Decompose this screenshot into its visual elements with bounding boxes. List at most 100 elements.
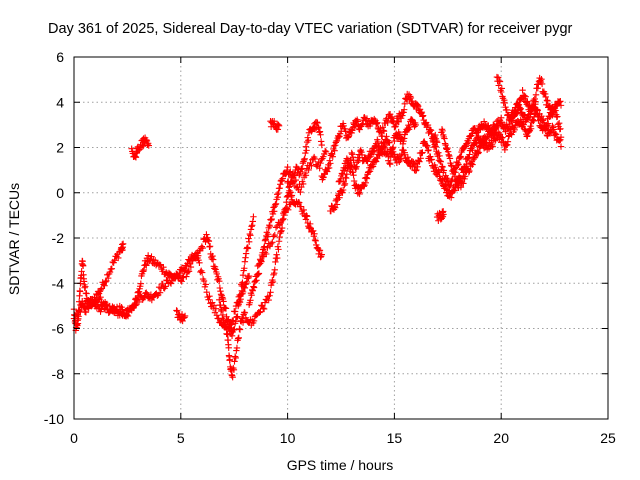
data-point [552,107,559,114]
data-point [198,267,205,275]
data-point [303,147,310,154]
data-point [119,240,127,248]
data-point [534,84,542,92]
data-point [143,136,150,144]
data-point [363,175,371,182]
series-arc-f [284,178,325,261]
data-point [557,102,565,109]
data-point [535,113,543,121]
data-point [247,226,255,233]
data-point [427,153,434,160]
data-point [203,231,210,238]
data-point [259,304,267,312]
data-point [400,137,407,145]
data-point [443,186,451,193]
data-point [213,312,221,319]
data-point [102,278,109,286]
data-point [242,250,250,257]
data-point [204,234,211,241]
x-tick-label: 20 [493,430,509,446]
data-point [265,296,272,304]
data-point [285,178,292,185]
data-point [135,298,143,306]
data-point [301,155,308,163]
data-point [474,150,482,157]
data-point [544,120,552,127]
data-point [370,148,377,156]
data-point [275,189,282,197]
data-point [217,291,225,298]
data-point [111,304,118,311]
data-point [408,116,416,124]
data-point [487,130,495,137]
data-point [254,262,261,270]
data-point [388,149,396,156]
data-point [247,232,254,239]
data-point [460,180,467,187]
data-point [341,181,348,189]
data-point [242,254,249,261]
data-point [317,159,324,167]
data-point [308,162,315,169]
data-point [276,185,283,192]
data-point [329,153,336,160]
data-point [337,175,344,183]
data-point [249,287,257,294]
series-arc-p [438,121,501,191]
data-point [245,238,253,246]
data-point [457,153,465,161]
series-arc-m [335,116,419,198]
data-point [354,118,361,125]
data-point [102,301,110,308]
data-point [413,166,420,174]
data-point [549,122,556,130]
x-tick-label: 10 [280,430,296,446]
data-point [350,156,357,164]
data-point [471,153,478,161]
data-point [417,155,424,162]
data-point [217,287,224,295]
data-point [79,297,86,305]
series-arc-h [267,117,283,133]
data-point [441,140,449,147]
data-point [239,279,246,286]
y-tick-label: -6 [52,321,65,337]
data-point [217,307,225,315]
data-point [546,109,554,116]
y-tick-label: -4 [52,275,65,291]
data-point [246,230,253,238]
data-point [349,151,356,158]
data-point [457,184,465,191]
data-point [128,145,135,152]
data-point [274,243,282,250]
data-point [463,140,471,147]
data-point [101,282,108,289]
data-point [348,149,355,157]
axis-ticks: 0 5 10 15 20 25 -10 -8 -6 -4 -2 0 2 4 6 [44,49,616,446]
data-point [272,224,280,231]
data-point [451,169,458,176]
data-point [196,259,203,266]
data-point [97,308,104,315]
data-point [457,153,464,160]
data-point [386,159,393,167]
data-point [408,97,416,105]
data-point [181,314,188,321]
data-point [444,148,452,155]
data-point [173,307,181,315]
y-axis-label: SDTVAR / TECUs [6,183,22,295]
data-point [97,286,105,294]
data-point [249,218,257,225]
data-point [135,288,143,295]
data-point [303,212,310,219]
data-point [404,154,412,161]
data-point [449,167,457,175]
data-point [464,155,471,162]
data-point [270,117,278,125]
x-tick-label: 5 [177,430,185,446]
data-point [498,118,506,126]
data-point [316,247,324,254]
data-point [391,123,399,131]
data-point [255,270,263,277]
data-point [369,163,377,170]
